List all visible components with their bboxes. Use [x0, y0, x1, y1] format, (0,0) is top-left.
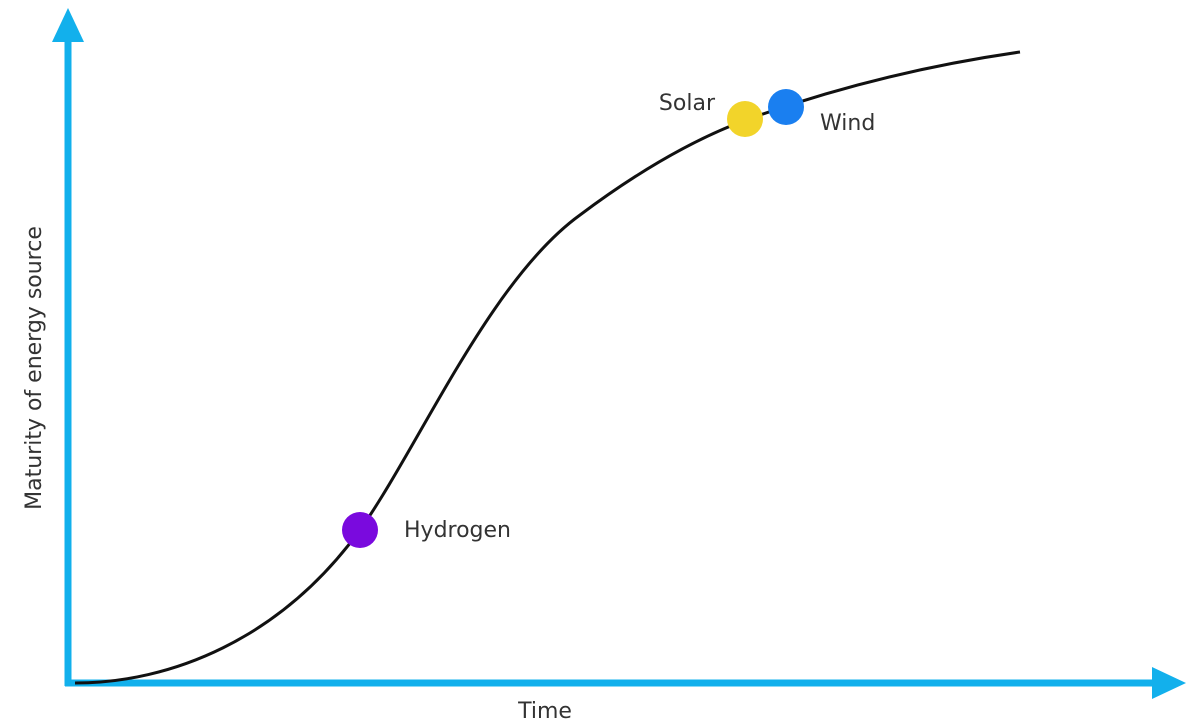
y-axis-label: Maturity of energy source [22, 226, 47, 510]
wind-label: Wind [820, 111, 875, 136]
adoption-curve [74, 50, 1021, 685]
y-axis-arrow [52, 8, 84, 42]
hydrogen-dot [342, 512, 378, 548]
x-axis-arrow [1152, 667, 1186, 699]
wind-dot [768, 89, 804, 125]
solar-label: Solar [659, 91, 716, 116]
x-axis-label: Time [517, 699, 572, 724]
solar-dot [727, 101, 763, 137]
hydrogen-label: Hydrogen [404, 518, 511, 543]
